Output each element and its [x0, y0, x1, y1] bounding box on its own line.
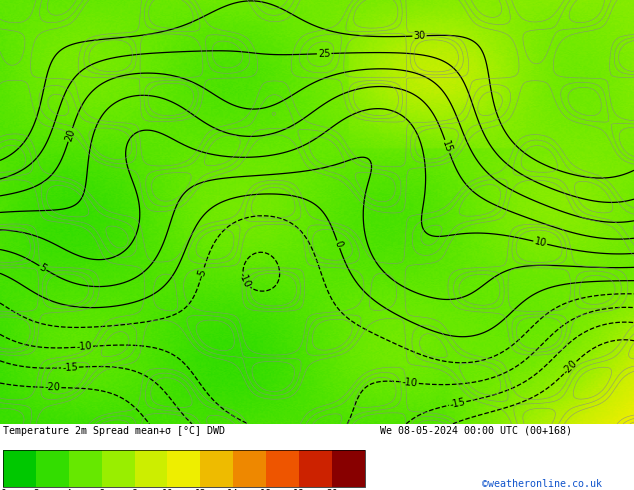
Bar	[200, 450, 233, 487]
Bar	[332, 450, 365, 487]
Bar	[101, 450, 134, 487]
Text: 5: 5	[37, 262, 48, 274]
Bar	[3, 450, 36, 487]
Text: -15: -15	[449, 397, 467, 410]
Text: -20: -20	[561, 358, 579, 377]
Text: -15: -15	[61, 362, 78, 373]
Text: -10: -10	[237, 271, 252, 290]
Bar	[69, 450, 101, 487]
Bar	[167, 450, 200, 487]
Bar	[299, 450, 332, 487]
Bar	[266, 450, 299, 487]
Text: -20: -20	[44, 382, 60, 392]
Text: -10: -10	[402, 377, 418, 389]
Text: 20: 20	[63, 127, 77, 142]
Text: 25: 25	[318, 49, 330, 59]
Text: 0: 0	[332, 240, 344, 249]
Text: -10: -10	[76, 342, 93, 352]
Bar	[36, 450, 69, 487]
Bar	[3, 450, 365, 487]
Bar	[134, 450, 167, 487]
Bar	[233, 450, 266, 487]
Text: 15: 15	[441, 139, 454, 154]
Text: Temperature 2m Spread mean+σ [°C] DWD: Temperature 2m Spread mean+σ [°C] DWD	[3, 426, 225, 436]
Text: -5: -5	[197, 267, 209, 279]
Text: 30: 30	[413, 31, 426, 41]
Text: ©weatheronline.co.uk: ©weatheronline.co.uk	[482, 479, 602, 489]
Text: 10: 10	[533, 237, 547, 249]
Text: We 08-05-2024 00:00 UTC (00+168): We 08-05-2024 00:00 UTC (00+168)	[380, 426, 573, 436]
